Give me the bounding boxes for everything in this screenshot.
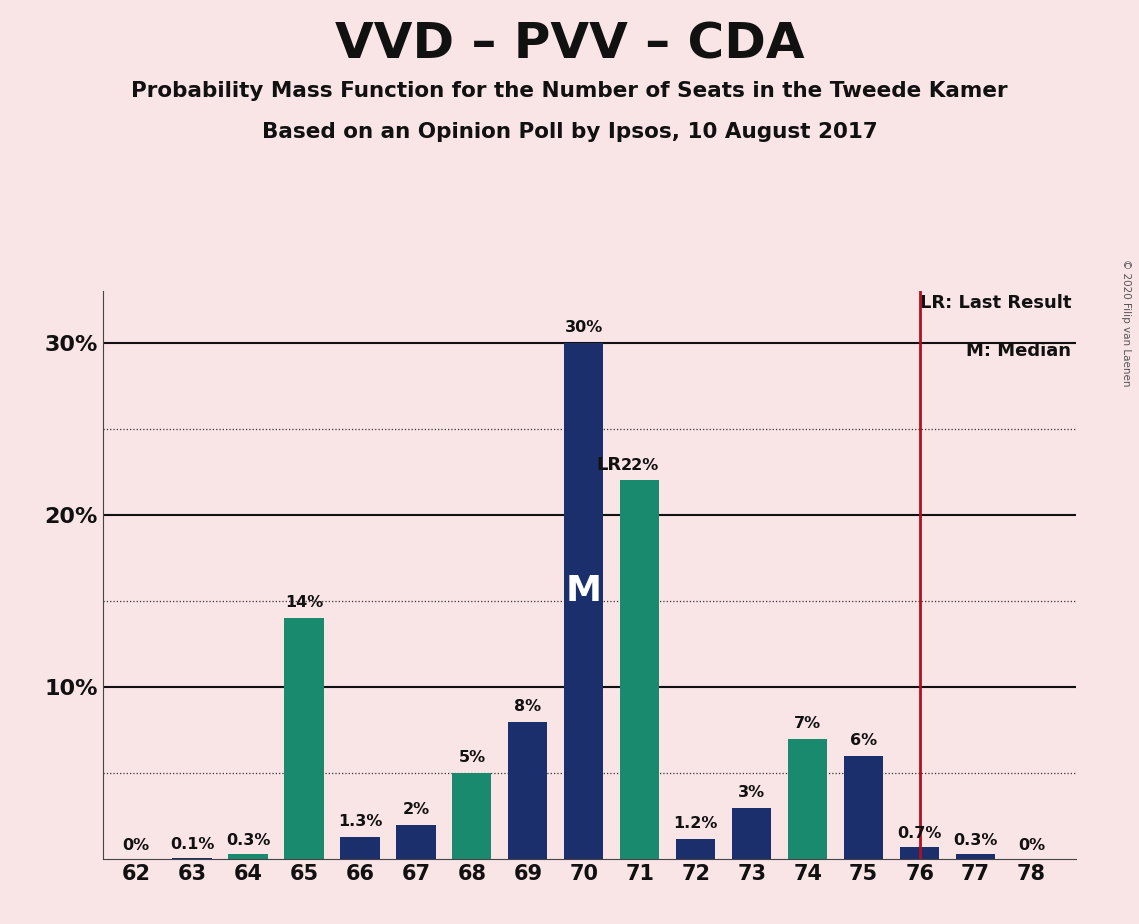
Bar [229, 854, 268, 859]
Text: Based on an Opinion Poll by Ipsos, 10 August 2017: Based on an Opinion Poll by Ipsos, 10 Au… [262, 122, 877, 142]
Bar [341, 837, 379, 859]
Text: 0.1%: 0.1% [170, 836, 214, 852]
Text: 6%: 6% [850, 734, 877, 748]
Bar [564, 343, 604, 859]
Bar [452, 773, 492, 859]
Text: M: Median: M: Median [967, 342, 1072, 360]
Bar [844, 756, 883, 859]
Text: 14%: 14% [285, 595, 323, 611]
Bar [508, 722, 548, 859]
Text: 1.2%: 1.2% [673, 816, 718, 831]
Text: 5%: 5% [458, 750, 485, 765]
Text: 22%: 22% [621, 457, 659, 473]
Text: LR: LR [597, 456, 622, 474]
Text: Probability Mass Function for the Number of Seats in the Tweede Kamer: Probability Mass Function for the Number… [131, 81, 1008, 102]
Bar [900, 847, 940, 859]
Text: M: M [566, 574, 601, 608]
Text: 1.3%: 1.3% [338, 814, 383, 829]
Text: 0.3%: 0.3% [226, 833, 270, 848]
Text: 0.7%: 0.7% [898, 826, 942, 841]
Text: 30%: 30% [565, 320, 603, 335]
Text: © 2020 Filip van Laenen: © 2020 Filip van Laenen [1121, 259, 1131, 386]
Text: 0%: 0% [123, 838, 149, 853]
Bar [732, 808, 771, 859]
Bar [788, 739, 827, 859]
Text: 2%: 2% [402, 802, 429, 817]
Bar [677, 839, 715, 859]
Bar [621, 480, 659, 859]
Bar [396, 825, 435, 859]
Bar [172, 857, 212, 859]
Text: 8%: 8% [515, 699, 541, 714]
Text: 0.3%: 0.3% [953, 833, 998, 848]
Text: 7%: 7% [794, 716, 821, 731]
Text: 0%: 0% [1018, 838, 1046, 853]
Bar [285, 618, 323, 859]
Bar [956, 854, 995, 859]
Text: LR: Last Result: LR: Last Result [920, 294, 1072, 312]
Text: 3%: 3% [738, 784, 765, 800]
Text: VVD – PVV – CDA: VVD – PVV – CDA [335, 20, 804, 68]
